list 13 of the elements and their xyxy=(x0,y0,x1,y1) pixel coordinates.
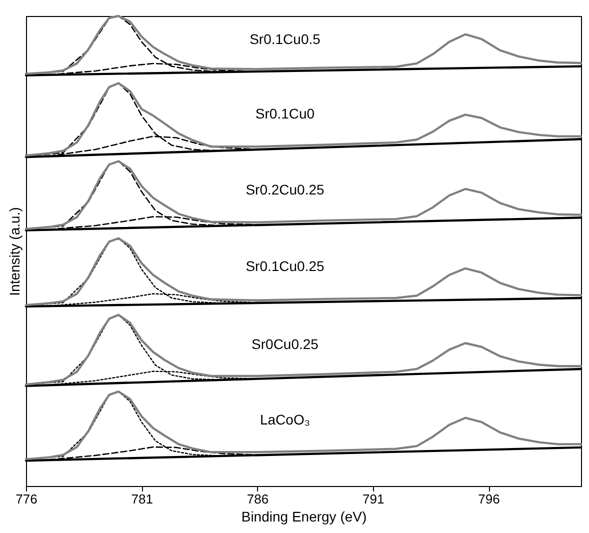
series-label: Sr0.1Cu0.5 xyxy=(250,31,321,48)
y-axis-title: Intensity (a.u.) xyxy=(6,207,22,296)
x-tick-label: 776 xyxy=(16,492,38,506)
x-tick-label: 791 xyxy=(362,492,384,506)
x-tick-label: 786 xyxy=(246,492,269,506)
series-label: Sr0.2Cu0.25 xyxy=(246,181,325,198)
x-axis-title: Binding Energy (eV) xyxy=(241,508,367,524)
x-tick-label: 796 xyxy=(478,492,500,506)
x-tick-label: 781 xyxy=(131,492,153,506)
series-label: Sr0.1Cu0 xyxy=(255,106,315,122)
series-label: Sr0.1Cu0.25 xyxy=(246,258,325,274)
series-label: LaCoO₃ xyxy=(260,412,310,428)
series-label: Sr0Cu0.25 xyxy=(252,336,319,352)
